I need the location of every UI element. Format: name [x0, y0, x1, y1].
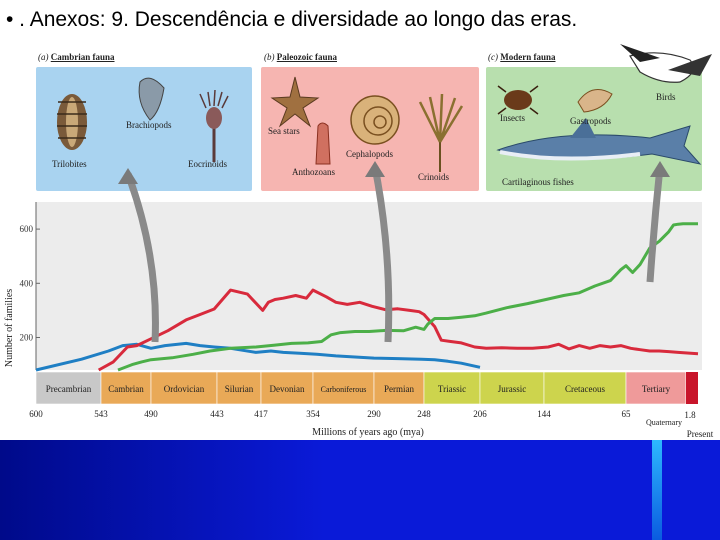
period-label: Silurian [225, 384, 254, 394]
x-tick-label: 206 [473, 409, 487, 419]
decorative-bar-dark [662, 440, 678, 540]
period-permian [373, 371, 425, 405]
x-tick-label: 65 [622, 409, 632, 419]
label-birds: Birds [656, 92, 676, 102]
bird-icon [620, 44, 712, 83]
y-tick-label: 600 [20, 224, 34, 234]
title-bar: • . Anexos: 9. Descendência e diversidad… [0, 0, 720, 42]
series-line-paleozoic [97, 288, 699, 372]
eocrinoid-icon [199, 89, 229, 162]
y-axis-label: Number of families [4, 289, 15, 367]
period-label: Permian [384, 384, 414, 394]
period-cretaceous [543, 371, 627, 405]
fauna-illustrations [57, 44, 712, 172]
x-tick-label: 490 [144, 409, 158, 419]
y-tick-label: 200 [20, 332, 34, 342]
label-cartilaginous-fishes: Cartilaginous fishes [502, 177, 574, 187]
x-tick-label: 443 [210, 409, 224, 419]
gastropod-icon [577, 89, 613, 113]
panel-prefix: (a) [38, 52, 49, 62]
series-line-modern [117, 222, 698, 372]
x-axis-label: Millions of years ago (mya) [312, 427, 424, 438]
label-cephalopods: Cephalopods [346, 149, 393, 159]
label-trilobites: Trilobites [52, 159, 87, 169]
period-precambrian [35, 371, 102, 405]
label-sea-stars: Sea stars [268, 126, 300, 136]
anthozoan-icon [315, 122, 331, 165]
period-label: Devonian [270, 384, 305, 394]
cephalopod-icon [350, 95, 400, 145]
panel-title-paleozoic: (b) Paleozoic fauna [264, 52, 337, 62]
x-tick-label: 354 [306, 409, 320, 419]
x-tick-label: 543 [94, 409, 108, 419]
insect-icon [497, 85, 539, 115]
label-crinoids: Crinoids [418, 172, 450, 182]
period-label: Jurassic [498, 384, 527, 394]
panel-prefix: (b) [264, 52, 275, 62]
slide-title: • . Anexos: 9. Descendência e diversidad… [6, 8, 578, 31]
period-label: Carboniferous [321, 385, 367, 394]
y-axis: 200 400 600 [20, 202, 40, 370]
sea-star-icon [270, 76, 320, 128]
period-label: Precambrian [46, 384, 92, 394]
arrow-head [118, 168, 138, 184]
panel-title-text: Modern fauna [500, 52, 556, 62]
x-tick-label: 1.8 [684, 410, 696, 420]
crinoid-icon [418, 93, 464, 172]
panel-title-cambrian: (a) Cambrian fauna [38, 52, 115, 62]
label-gastropods: Gastropods [570, 116, 611, 126]
label-anthozoans: Anthozoans [292, 167, 335, 177]
x-tick-label: 600 [29, 409, 43, 419]
series-lines [35, 222, 699, 372]
x-axis: 600 543 490 443 417 354 290 248 206 144 65 1.8 Prese… [29, 409, 713, 439]
x-tick-label: 290 [367, 409, 381, 419]
arrow-shaft [124, 172, 159, 343]
x-tick-label: 248 [417, 409, 431, 419]
period-tertiary [625, 371, 687, 405]
period-label: Triassic [438, 384, 466, 394]
panel-title-text: Cambrian fauna [50, 52, 115, 62]
label-insects: Insects [500, 113, 525, 123]
period-label: Quaternary [646, 418, 682, 427]
brachiopod-icon [138, 77, 165, 121]
period-bar: Precambrian Cambrian Ordovician Silurian Dev… [35, 371, 699, 427]
period-carboniferous [312, 371, 375, 405]
panel-modern [486, 67, 702, 191]
period-cambrian [100, 371, 152, 405]
families-chart: 200 400 600 Precambrian Cambrian Ordovician S… [4, 161, 714, 439]
arrow-shaft [646, 166, 664, 283]
period-triassic [423, 371, 481, 405]
arrow-head [365, 161, 385, 177]
shark-icon [496, 118, 702, 165]
period-label: Ordovician [164, 384, 205, 394]
y-tick-label: 400 [20, 278, 34, 288]
label-eocrinoids: Eocrinoids [188, 159, 227, 169]
period-label: Cretaceous [565, 384, 605, 394]
x-tick-label: 417 [254, 409, 268, 419]
period-devonian [260, 371, 314, 405]
arrow-shaft [371, 166, 393, 343]
period-ordovician [150, 371, 218, 405]
panel-prefix: (c) [488, 52, 498, 62]
trilobite-icon [57, 94, 87, 150]
period-silurian [216, 371, 262, 405]
decorative-bar [652, 440, 662, 540]
figure: (a) Cambrian fauna (b) Paleozoic fauna (… [0, 42, 720, 440]
period-label: Tertiary [642, 384, 671, 394]
panel-arrows [118, 161, 670, 343]
arrow-head [650, 161, 670, 177]
x-tick-label: 144 [537, 409, 551, 419]
x-tick-label: Present [687, 429, 714, 439]
panel-title-modern: (c) Modern fauna [488, 52, 556, 62]
period-quaternary-marker [686, 372, 698, 404]
panel-title-text: Paleozoic fauna [276, 52, 337, 62]
period-label: Cambrian [108, 384, 144, 394]
label-brachiopods: Brachiopods [126, 120, 172, 130]
